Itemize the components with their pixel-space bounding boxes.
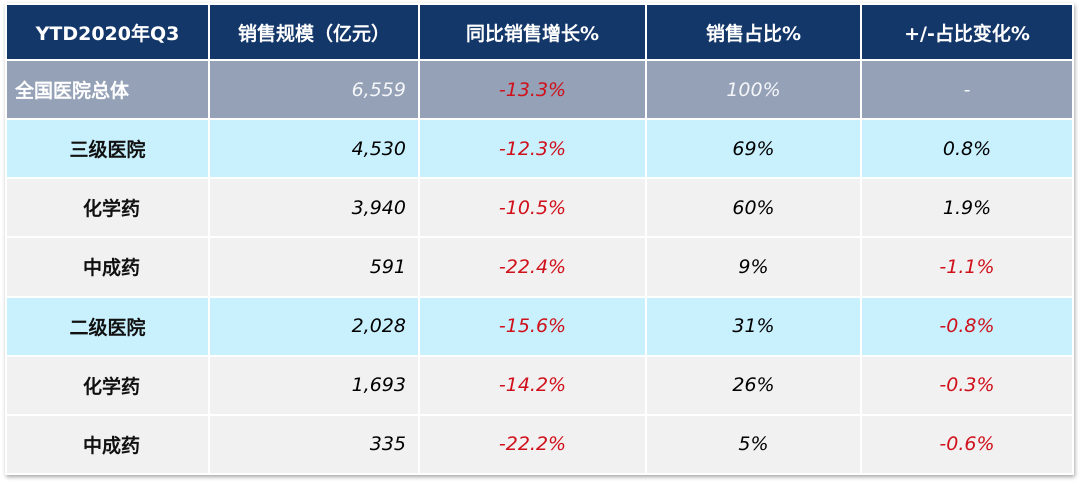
share-cell: 5% <box>645 413 862 476</box>
row-name: 全国医院总体 <box>5 58 210 121</box>
share-change-cell: 0.8% <box>860 118 1074 180</box>
sales-cell: 335 <box>208 413 420 476</box>
share-cell: 60% <box>645 177 862 239</box>
header-row: YTD2020年Q3 销售规模（亿元） 同比销售增长% 销售占比% +/-占比变… <box>5 3 1074 61</box>
sales-table-container: YTD2020年Q3 销售规模（亿元） 同比销售增长% 销售占比% +/-占比变… <box>5 3 1074 476</box>
header-share: 销售占比% <box>645 3 862 61</box>
growth-cell: -12.3% <box>418 118 647 180</box>
sales-cell: 1,693 <box>208 354 420 416</box>
table-row: 中成药 335 -22.2% 5% -0.6% <box>5 413 1074 476</box>
sales-cell: 2,028 <box>208 295 420 357</box>
sales-cell: 3,940 <box>208 177 420 239</box>
sales-cell: 4,530 <box>208 118 420 180</box>
growth-cell: -22.2% <box>418 413 647 476</box>
table-row: 三级医院 4,530 -12.3% 69% 0.8% <box>5 118 1074 180</box>
row-name: 三级医院 <box>5 118 210 180</box>
row-name: 二级医院 <box>5 295 210 357</box>
share-cell: 9% <box>645 236 862 298</box>
share-cell: 31% <box>645 295 862 357</box>
share-change-cell: -0.3% <box>860 354 1074 416</box>
header-share-change: +/-占比变化% <box>860 3 1074 61</box>
row-name: 中成药 <box>5 236 210 298</box>
sales-cell: 6,559 <box>208 58 420 121</box>
growth-cell: -13.3% <box>418 58 647 121</box>
share-cell: 26% <box>645 354 862 416</box>
header-period: YTD2020年Q3 <box>5 3 210 61</box>
header-growth: 同比销售增长% <box>418 3 647 61</box>
growth-cell: -14.2% <box>418 354 647 416</box>
table-row: 全国医院总体 6,559 -13.3% 100% - <box>5 58 1074 121</box>
row-name: 中成药 <box>5 413 210 476</box>
share-cell: 100% <box>645 58 862 121</box>
row-name: 化学药 <box>5 354 210 416</box>
table-row: 中成药 591 -22.4% 9% -1.1% <box>5 236 1074 298</box>
share-change-cell: -0.6% <box>860 413 1074 476</box>
share-change-cell: 1.9% <box>860 177 1074 239</box>
share-change-cell: -1.1% <box>860 236 1074 298</box>
row-name: 化学药 <box>5 177 210 239</box>
header-sales: 销售规模（亿元） <box>208 3 420 61</box>
sales-cell: 591 <box>208 236 420 298</box>
share-change-cell: - <box>860 58 1074 121</box>
table-row: 化学药 3,940 -10.5% 60% 1.9% <box>5 177 1074 239</box>
table-row: 化学药 1,693 -14.2% 26% -0.3% <box>5 354 1074 416</box>
hospital-sales-table: YTD2020年Q3 销售规模（亿元） 同比销售增长% 销售占比% +/-占比变… <box>5 3 1074 476</box>
growth-cell: -10.5% <box>418 177 647 239</box>
share-change-cell: -0.8% <box>860 295 1074 357</box>
share-cell: 69% <box>645 118 862 180</box>
growth-cell: -22.4% <box>418 236 647 298</box>
growth-cell: -15.6% <box>418 295 647 357</box>
table-row: 二级医院 2,028 -15.6% 31% -0.8% <box>5 295 1074 357</box>
